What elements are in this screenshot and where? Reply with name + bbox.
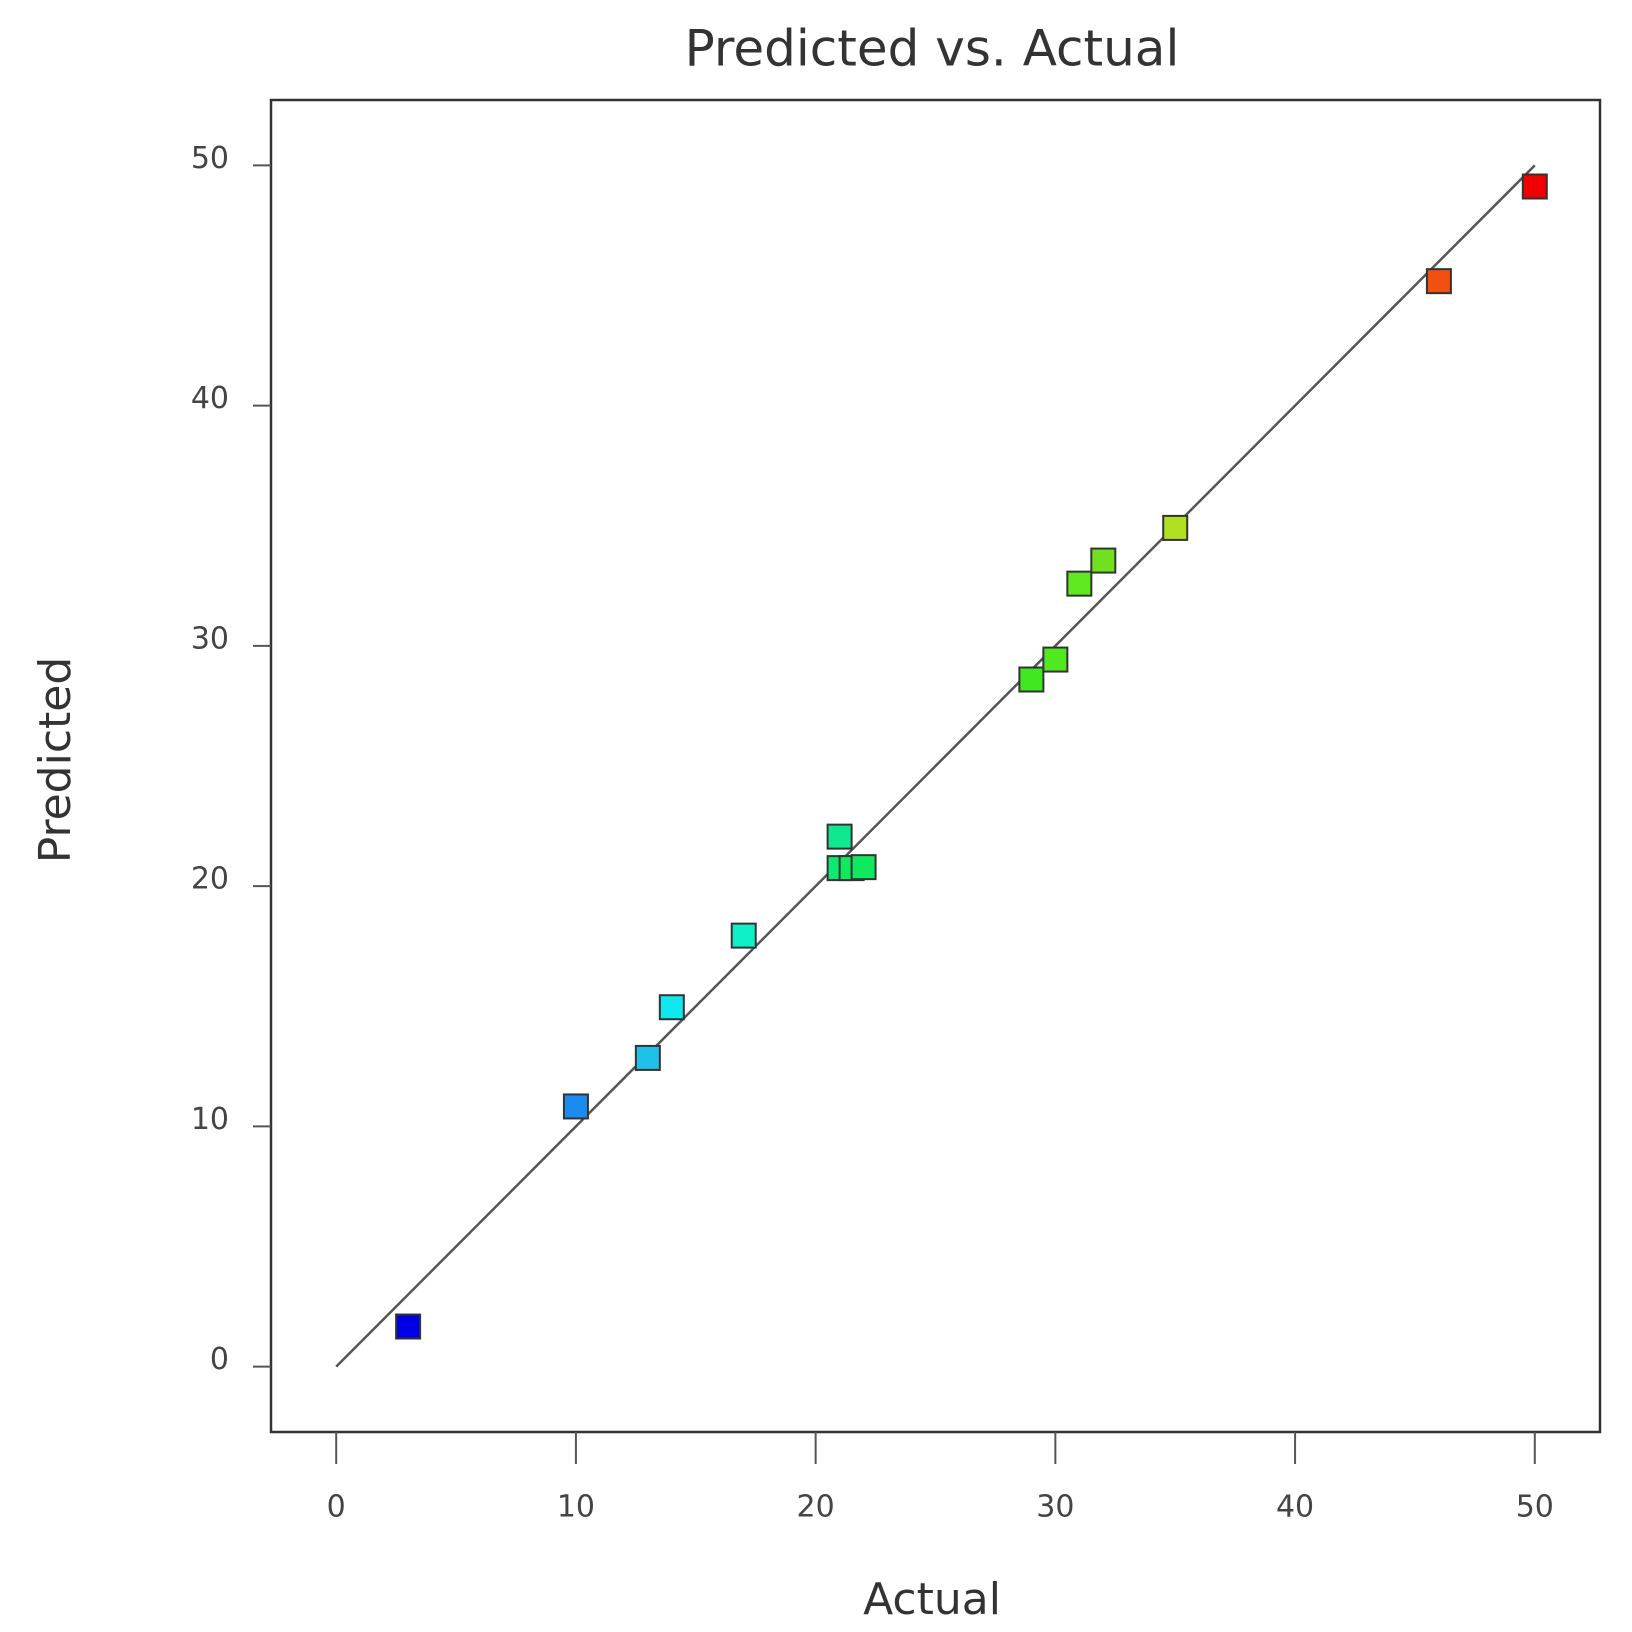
x-axis-label: Actual: [863, 1574, 1001, 1625]
reference-line: [335, 164, 1536, 1368]
y-tick-label: 50: [191, 141, 229, 176]
x-tick-label: 40: [1276, 1490, 1314, 1525]
point: [658, 994, 685, 1021]
point: [1090, 547, 1117, 574]
point: [1018, 666, 1045, 693]
y-tick-label: 20: [191, 862, 229, 897]
point: [1162, 514, 1189, 541]
point: [1066, 570, 1093, 597]
y-tick-label: 10: [191, 1102, 229, 1137]
y-tick-label: 40: [191, 381, 229, 416]
x-tick-label: 20: [797, 1490, 835, 1525]
point: [1521, 173, 1548, 200]
chart-title: Predicted vs. Actual: [685, 20, 1180, 78]
point: [634, 1044, 661, 1071]
x-tick-label: 50: [1516, 1490, 1554, 1525]
x-tick-label: 30: [1036, 1490, 1074, 1525]
point: [395, 1313, 422, 1340]
plot-frame: [269, 98, 1602, 1434]
point: [1042, 646, 1069, 673]
x-tick-label: 10: [557, 1490, 595, 1525]
point: [730, 922, 757, 949]
x-tick-label: 0: [327, 1490, 346, 1525]
point: [826, 823, 853, 850]
point: [1425, 268, 1452, 295]
y-tick-label: 30: [191, 621, 229, 656]
point: [562, 1093, 589, 1120]
y-tick-label: 0: [210, 1342, 229, 1377]
y-axis-label: Predicted: [30, 657, 81, 864]
point: [850, 854, 877, 881]
